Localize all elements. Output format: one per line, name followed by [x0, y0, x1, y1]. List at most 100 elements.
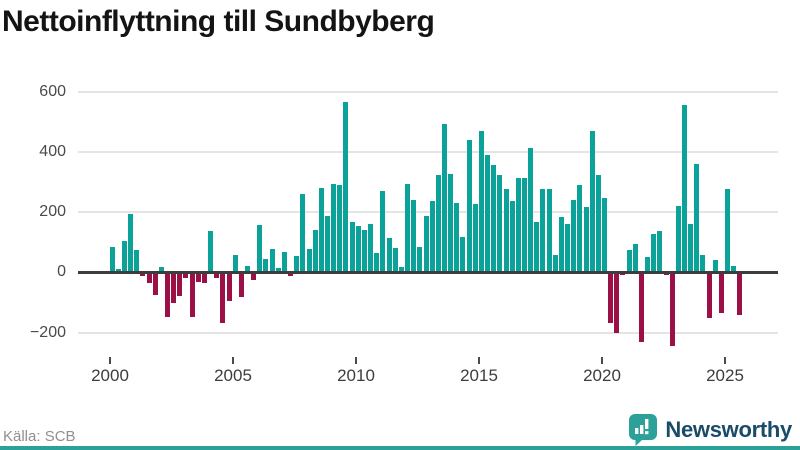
- bar-2009-Q2: [337, 185, 343, 273]
- bar-2010-Q4: [374, 253, 380, 273]
- bar-2012-Q4: [423, 216, 429, 273]
- bar-2016-Q4: [521, 177, 527, 273]
- bar-2025-Q1: [725, 189, 731, 273]
- bar-2006-Q2: [263, 258, 269, 273]
- x-tick-label-2020: 2020: [583, 366, 621, 385]
- bar-2018-Q4: [571, 199, 577, 273]
- bar-2002-Q2: [164, 272, 170, 318]
- bar-2014-Q3: [466, 139, 472, 273]
- bar-2017-Q1: [528, 148, 534, 273]
- bar-2021-Q3: [638, 272, 644, 342]
- bar-2010-Q3: [368, 224, 374, 273]
- newsworthy-logo: Newsworthy: [629, 414, 792, 446]
- bar-2017-Q4: [546, 188, 552, 273]
- bar-2015-Q3: [491, 164, 497, 273]
- bar-2023-Q4: [694, 164, 700, 273]
- bar-2024-Q4: [718, 272, 724, 314]
- bar-2015-Q4: [497, 175, 503, 273]
- bar-2016-Q2: [509, 200, 515, 273]
- x-tick-label-2025: 2025: [706, 366, 744, 385]
- bar-2012-Q3: [417, 246, 423, 273]
- y-tick-label-0: 0: [57, 263, 66, 281]
- bar-2004-Q4: [226, 272, 232, 301]
- gridline-600: [78, 90, 778, 93]
- bar-2007-Q3: [294, 256, 300, 273]
- bar-2007-Q2: [288, 272, 294, 276]
- bar-2001-Q2: [140, 272, 146, 276]
- bar-2019-Q2: [583, 206, 589, 273]
- x-tick-label-2005: 2005: [214, 366, 252, 385]
- bar-2000-Q4: [128, 213, 134, 273]
- bar-2013-Q3: [441, 124, 447, 273]
- bar-2023-Q2: [682, 104, 687, 273]
- x-tick-2005: [232, 357, 234, 364]
- y-tick-label-600: 600: [39, 82, 66, 100]
- bar-2001-Q3: [146, 272, 152, 284]
- y-tick-label--200: −200: [29, 323, 66, 341]
- bar-2002-Q3: [171, 272, 177, 304]
- bar-2022-Q2: [657, 231, 663, 273]
- bar-chart-speech-bubble-icon: [629, 414, 658, 446]
- bar-2024-Q3: [712, 260, 718, 273]
- bar-2001-Q1: [134, 250, 140, 273]
- bar-2018-Q2: [558, 216, 564, 273]
- bar-2014-Q4: [472, 204, 478, 273]
- x-tick-2015: [478, 357, 480, 364]
- bar-2023-Q3: [688, 223, 694, 273]
- bar-2008-Q1: [306, 248, 312, 273]
- bar-2017-Q3: [540, 188, 546, 273]
- x-tick-2025: [724, 357, 726, 364]
- bar-2013-Q2: [435, 174, 441, 273]
- bar-2006-Q4: [275, 268, 281, 273]
- bar-2020-Q3: [614, 272, 620, 334]
- bar-2011-Q2: [386, 237, 392, 273]
- x-tick-2020: [601, 357, 603, 364]
- bar-2023-Q1: [675, 205, 681, 273]
- bar-2024-Q2: [706, 272, 712, 319]
- bar-2021-Q1: [626, 250, 632, 273]
- bar-2006-Q3: [269, 248, 275, 273]
- bar-2011-Q3: [392, 248, 398, 273]
- bar-2006-Q1: [257, 225, 263, 273]
- bar-2013-Q1: [429, 201, 435, 273]
- x-tick-label-2010: 2010: [337, 366, 375, 385]
- x-tick-2010: [355, 357, 357, 364]
- bar-2002-Q1: [158, 266, 164, 273]
- bar-2002-Q4: [177, 272, 183, 297]
- bar-2019-Q3: [589, 131, 595, 273]
- bar-2015-Q1: [478, 131, 484, 273]
- x-tick-label-2000: 2000: [91, 366, 129, 385]
- bar-2007-Q1: [281, 252, 287, 273]
- bar-2017-Q2: [534, 221, 540, 273]
- bar-2014-Q1: [454, 202, 460, 273]
- bar-2001-Q4: [152, 272, 158, 295]
- bar-2012-Q2: [411, 200, 417, 273]
- bar-2004-Q3: [220, 272, 226, 324]
- bar-2009-Q4: [349, 221, 355, 273]
- bar-2003-Q1: [183, 272, 189, 279]
- source-label: Källa: SCB: [3, 428, 76, 445]
- x-tick-label-2015: 2015: [460, 366, 498, 385]
- bar-2003-Q3: [195, 272, 201, 282]
- bar-2013-Q4: [448, 173, 454, 273]
- bar-2010-Q2: [361, 230, 367, 273]
- bar-2003-Q4: [201, 272, 207, 283]
- bottom-accent-bar: [0, 446, 800, 450]
- bar-2020-Q2: [608, 272, 614, 324]
- bar-2022-Q1: [651, 233, 657, 273]
- bar-2000-Q2: [115, 269, 121, 273]
- bar-2022-Q4: [669, 272, 675, 347]
- bar-2008-Q2: [312, 229, 318, 273]
- bar-2016-Q3: [515, 177, 521, 273]
- gridline-200: [78, 211, 778, 214]
- bar-2009-Q1: [331, 184, 337, 273]
- bar-2004-Q2: [214, 272, 220, 278]
- bar-2019-Q4: [595, 174, 601, 273]
- bar-2025-Q3: [737, 272, 743, 315]
- bar-2009-Q3: [343, 102, 349, 273]
- bar-2005-Q2: [238, 272, 244, 298]
- gridline--200: [78, 331, 778, 334]
- bar-2018-Q1: [552, 255, 558, 273]
- bar-2005-Q1: [232, 254, 238, 273]
